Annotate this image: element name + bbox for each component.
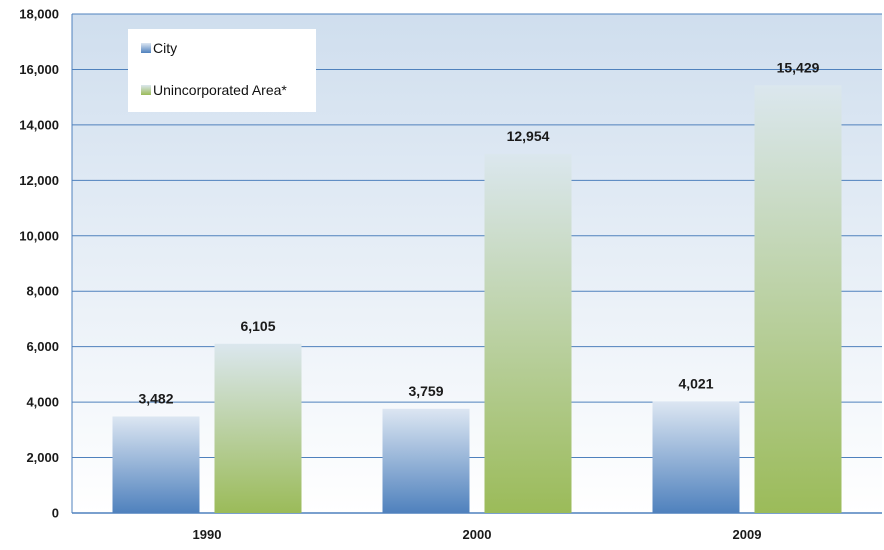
y-tick-label: 16,000	[19, 62, 59, 77]
data-label: 4,021	[678, 376, 713, 392]
y-tick-label: 14,000	[19, 117, 59, 132]
y-tick-label: 8,000	[26, 284, 59, 299]
legend-label-unincorporated: Unincorporated Area*	[153, 82, 287, 98]
data-label: 3,759	[408, 383, 443, 399]
y-tick-label: 10,000	[19, 228, 59, 243]
y-tick-label: 4,000	[26, 395, 59, 410]
legend-swatch-city	[141, 43, 151, 53]
bar-city-1990	[112, 416, 200, 513]
data-label: 12,954	[507, 128, 550, 144]
legend-box	[128, 29, 316, 112]
legend-label-city: City	[153, 40, 177, 56]
data-labels: 3,482 6,105 3,759 12,954 4,021 15,429	[138, 59, 819, 406]
data-label: 6,105	[240, 318, 275, 334]
legend: City Unincorporated Area*	[128, 29, 316, 112]
y-tick-label: 0	[52, 506, 59, 521]
x-category-label-1990: 1990	[193, 527, 222, 542]
y-tick-label: 6,000	[26, 339, 59, 354]
y-axis-ticks: 0 2,000 4,000 6,000 8,000 10,000 12,000 14,000 1…	[19, 7, 59, 521]
data-label: 15,429	[777, 59, 820, 75]
legend-swatch-unincorporated	[141, 85, 151, 95]
x-category-label-2009: 2009	[733, 527, 762, 542]
y-tick-label: 2,000	[26, 450, 59, 465]
bar-unincorporated-1990	[214, 343, 302, 513]
bar-city-2000	[382, 408, 470, 513]
bar-unincorporated-2000	[484, 153, 572, 513]
data-label: 3,482	[138, 390, 173, 406]
bar-city-2009	[652, 401, 740, 513]
bar-unincorporated-2009	[754, 85, 842, 513]
x-category-label-2000: 2000	[463, 527, 492, 542]
bars	[112, 85, 842, 513]
y-tick-label: 18,000	[19, 7, 59, 22]
x-axis-categories: 1990 2000 2009	[193, 527, 762, 542]
y-tick-label: 12,000	[19, 173, 59, 188]
